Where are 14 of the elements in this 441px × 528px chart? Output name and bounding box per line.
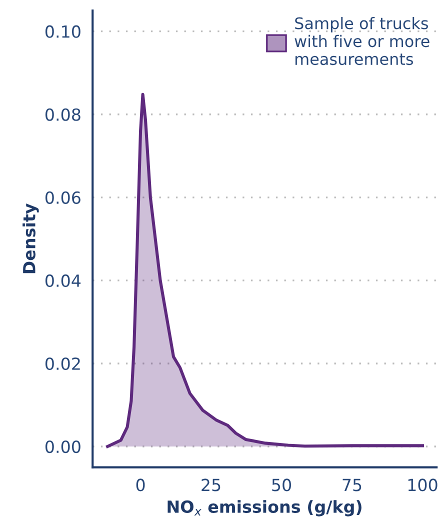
legend-label: Sample of trucks with five or more measurements — [294, 16, 430, 66]
y-tick-label: 0.10 — [45, 25, 80, 38]
y-tick-label: 0.08 — [45, 108, 80, 121]
x-tick-label: 75 — [342, 478, 362, 492]
x-tick-label: 50 — [272, 478, 292, 492]
y-tick-label: 0.00 — [45, 440, 80, 454]
x-tick-label: 0 — [136, 478, 145, 492]
y-tick-label: 0.02 — [45, 357, 80, 370]
x-tick-label: 25 — [202, 478, 220, 492]
y-tick-label: 0.04 — [45, 274, 81, 288]
x-tick-label: 100 — [408, 478, 438, 492]
y-axis-title: Density — [22, 203, 39, 274]
y-tick-label: 0.06 — [45, 191, 80, 204]
x-axis-title: NO$_{x}$ emissions (g/kg) — [168, 500, 362, 516]
